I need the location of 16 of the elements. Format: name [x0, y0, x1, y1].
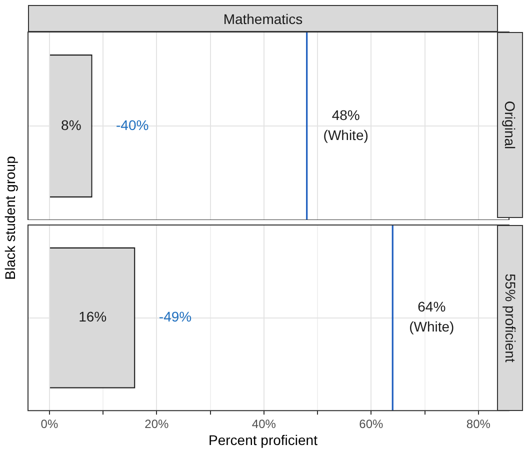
annotation: -40%	[116, 116, 149, 133]
x-axis-title: Percent proficient	[208, 432, 318, 448]
data-label: 16%	[78, 308, 107, 325]
x-tick-label: 40%	[252, 417, 276, 432]
x-tick-label: 60%	[359, 417, 384, 432]
x-tick-label: 80%	[466, 417, 491, 432]
x-tick-label: 0%	[40, 417, 58, 432]
ref-line-label: 48% (White)	[323, 106, 368, 143]
ref-line-label: 64% (White)	[409, 298, 454, 335]
y-axis-title: Black student group	[2, 155, 18, 282]
annotation: -49%	[158, 308, 192, 325]
facet-strip: Mathematics	[28, 5, 498, 32]
data-label: 8%	[61, 116, 82, 133]
facet-strip: 55% proficient	[497, 225, 523, 411]
x-tick-label: 20%	[144, 417, 170, 432]
facet-strip: Original	[497, 32, 523, 218]
